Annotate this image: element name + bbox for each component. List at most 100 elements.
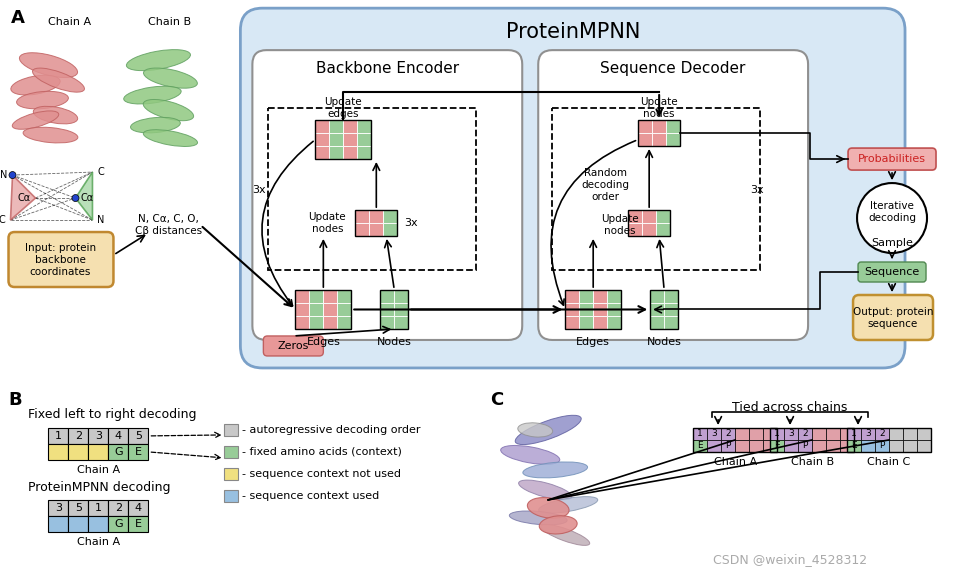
Bar: [650, 303, 663, 316]
Text: E: E: [774, 441, 780, 450]
Text: C: C: [0, 215, 6, 225]
Bar: [109, 516, 129, 532]
Text: N: N: [97, 215, 105, 225]
Bar: [49, 428, 69, 444]
Ellipse shape: [131, 118, 180, 133]
Text: A: A: [10, 9, 25, 27]
Text: P: P: [724, 441, 730, 450]
Bar: [606, 290, 620, 303]
Bar: [315, 146, 329, 159]
Bar: [693, 428, 706, 440]
Text: Probabilities: Probabilities: [857, 154, 925, 164]
Bar: [825, 428, 840, 440]
Bar: [552, 108, 760, 270]
Bar: [109, 444, 129, 460]
Bar: [129, 500, 149, 516]
Bar: [109, 500, 129, 516]
Text: Edges: Edges: [576, 337, 610, 347]
Text: 1: 1: [55, 431, 62, 441]
Text: C: C: [97, 167, 104, 177]
Text: 5: 5: [75, 503, 82, 513]
Text: 5: 5: [134, 431, 142, 441]
Bar: [109, 428, 129, 444]
Bar: [315, 120, 329, 133]
Bar: [874, 428, 888, 440]
Bar: [355, 210, 396, 236]
Text: N, Cα, C, O,
Cβ distances: N, Cα, C, O, Cβ distances: [134, 214, 202, 236]
Circle shape: [9, 172, 16, 179]
Bar: [564, 290, 620, 329]
Bar: [383, 223, 396, 236]
Bar: [394, 303, 408, 316]
Ellipse shape: [517, 423, 552, 437]
Text: 2: 2: [879, 430, 884, 438]
Bar: [357, 120, 371, 133]
Text: E: E: [697, 441, 702, 450]
Ellipse shape: [143, 68, 197, 88]
Bar: [329, 120, 343, 133]
Text: Fixed left to right decoding: Fixed left to right decoding: [29, 409, 196, 421]
Bar: [720, 428, 735, 440]
Bar: [329, 146, 343, 159]
Bar: [224, 490, 238, 502]
Text: - sequence context used: - sequence context used: [242, 491, 379, 501]
FancyBboxPatch shape: [253, 50, 521, 340]
Text: 1: 1: [95, 503, 102, 513]
Circle shape: [856, 183, 926, 253]
Bar: [769, 428, 853, 452]
Bar: [720, 440, 735, 452]
Text: 3: 3: [55, 503, 62, 513]
Text: Edges: Edges: [306, 337, 340, 347]
FancyBboxPatch shape: [857, 262, 925, 282]
Text: 4: 4: [114, 431, 122, 441]
Bar: [315, 120, 371, 159]
Bar: [564, 290, 578, 303]
Bar: [874, 440, 888, 452]
Bar: [769, 440, 783, 452]
Bar: [69, 444, 89, 460]
Bar: [650, 290, 663, 303]
Text: CSDN @weixin_4528312: CSDN @weixin_4528312: [712, 553, 866, 566]
Text: Sequence Decoder: Sequence Decoder: [599, 61, 745, 76]
Text: Chain A: Chain A: [713, 457, 756, 467]
Bar: [606, 303, 620, 316]
Text: Random
decoding
order: Random decoding order: [580, 168, 629, 201]
Ellipse shape: [126, 49, 191, 70]
Bar: [224, 468, 238, 480]
Bar: [309, 316, 323, 329]
Bar: [798, 440, 811, 452]
Text: ProteinMPNN: ProteinMPNN: [505, 22, 639, 42]
Bar: [656, 210, 669, 223]
Bar: [840, 440, 853, 452]
Bar: [369, 210, 383, 223]
Bar: [693, 440, 706, 452]
Bar: [295, 303, 309, 316]
Text: 3x: 3x: [749, 185, 763, 195]
Text: 3x: 3x: [404, 218, 417, 228]
Text: Nodes: Nodes: [376, 337, 412, 347]
Bar: [706, 428, 720, 440]
Bar: [627, 210, 669, 236]
Text: Update
nodes: Update nodes: [308, 212, 346, 234]
Bar: [383, 210, 396, 223]
Text: Sequence: Sequence: [863, 267, 919, 277]
Bar: [641, 210, 656, 223]
Text: Chain A: Chain A: [77, 465, 120, 475]
Bar: [89, 428, 109, 444]
Bar: [665, 120, 679, 133]
Text: 3: 3: [864, 430, 870, 438]
Bar: [650, 316, 663, 329]
Ellipse shape: [522, 462, 587, 478]
Ellipse shape: [527, 498, 568, 518]
Bar: [627, 210, 641, 223]
Bar: [638, 120, 679, 146]
Ellipse shape: [23, 127, 78, 143]
Bar: [343, 133, 357, 146]
Text: E: E: [134, 447, 142, 457]
Bar: [641, 223, 656, 236]
Bar: [663, 316, 678, 329]
Bar: [769, 428, 783, 440]
Bar: [295, 290, 309, 303]
Bar: [309, 290, 323, 303]
Bar: [888, 440, 902, 452]
